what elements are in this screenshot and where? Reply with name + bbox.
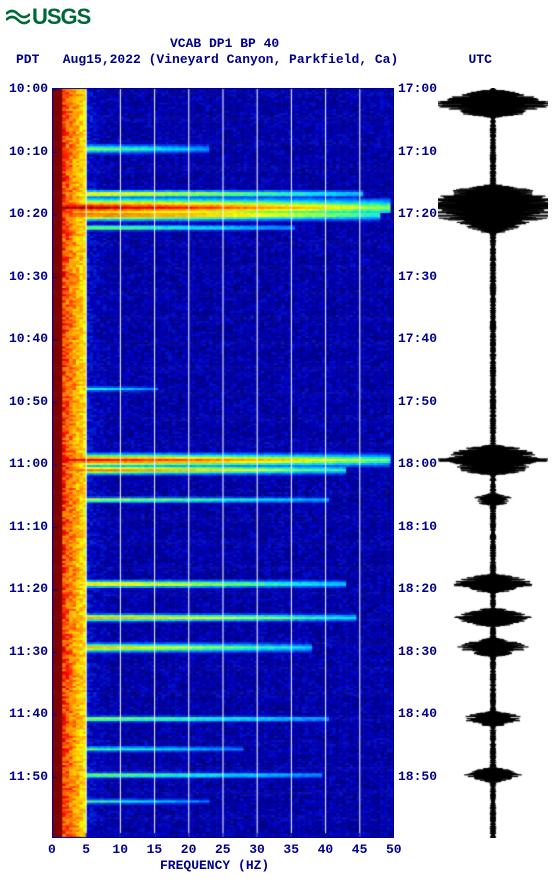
x-tick-35: 35 <box>283 842 299 857</box>
left-tick-0: 10:00 <box>2 81 48 96</box>
x-axis-label: FREQUENCY (HZ) <box>160 858 269 873</box>
right-tick-9: 18:30 <box>398 644 437 659</box>
left-tick-7: 11:10 <box>2 519 48 534</box>
left-tick-6: 11:00 <box>2 456 48 471</box>
x-tick-20: 20 <box>181 842 197 857</box>
x-tick-10: 10 <box>112 842 128 857</box>
spectrogram-plot <box>52 88 394 838</box>
right-tick-6: 18:00 <box>398 456 437 471</box>
usgs-logo: USGS <box>6 4 90 30</box>
left-tick-2: 10:20 <box>2 206 48 221</box>
x-tick-15: 15 <box>147 842 163 857</box>
left-tick-10: 11:40 <box>2 706 48 721</box>
chart-title-lower: PDT Aug15,2022 (Vineyard Canyon, Parkfie… <box>16 52 492 67</box>
left-tick-9: 11:30 <box>2 644 48 659</box>
right-tick-3: 17:30 <box>398 269 437 284</box>
right-tick-10: 18:40 <box>398 706 437 721</box>
left-tick-8: 11:20 <box>2 581 48 596</box>
right-tick-4: 17:40 <box>398 331 437 346</box>
left-tick-1: 10:10 <box>2 144 48 159</box>
left-tick-4: 10:40 <box>2 331 48 346</box>
right-tick-1: 17:10 <box>398 144 437 159</box>
x-tick-5: 5 <box>82 842 90 857</box>
usgs-wave-icon <box>6 8 30 26</box>
right-tick-2: 17:20 <box>398 206 437 221</box>
usgs-text: USGS <box>32 4 90 30</box>
x-tick-40: 40 <box>318 842 334 857</box>
right-tick-7: 18:10 <box>398 519 437 534</box>
right-tick-11: 18:50 <box>398 769 437 784</box>
waveform-plot <box>438 88 548 838</box>
x-tick-50: 50 <box>386 842 402 857</box>
x-tick-45: 45 <box>352 842 368 857</box>
left-tick-3: 10:30 <box>2 269 48 284</box>
x-tick-0: 0 <box>48 842 56 857</box>
left-tick-11: 11:50 <box>2 769 48 784</box>
left-tick-5: 10:50 <box>2 394 48 409</box>
right-tick-0: 17:00 <box>398 81 437 96</box>
x-tick-30: 30 <box>249 842 265 857</box>
x-tick-25: 25 <box>215 842 231 857</box>
chart-title-upper: VCAB DP1 BP 40 <box>170 36 279 51</box>
right-tick-8: 18:20 <box>398 581 437 596</box>
right-tick-5: 17:50 <box>398 394 437 409</box>
